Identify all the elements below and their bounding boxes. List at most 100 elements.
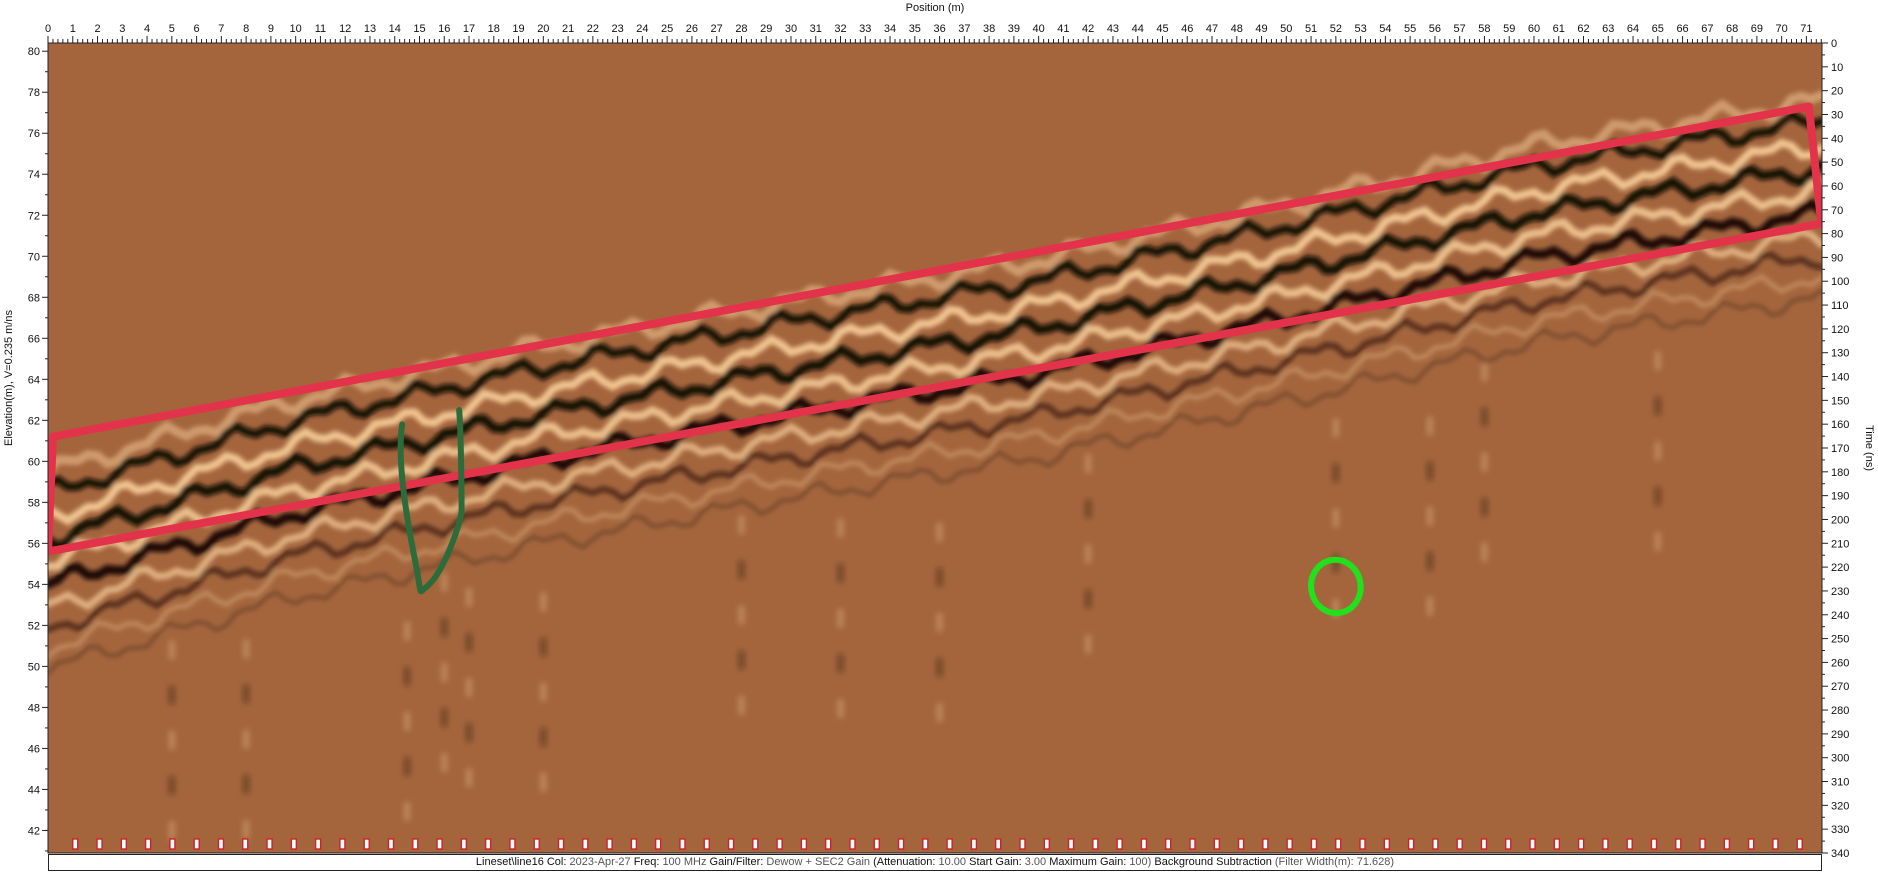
top-axis-tick-label: 50 [1280,23,1292,35]
trace-marker [630,838,638,850]
top-axis-tick-label: 1 [70,23,76,35]
trace-marker [1650,838,1658,850]
trace-marker [1140,838,1148,850]
left-axis-tick-label: 74 [28,169,40,181]
right-axis-tick-label: 30 [1831,109,1843,121]
info-label: Background Subtraction [1151,856,1272,868]
x-axis-title: Position (m) [906,2,965,14]
top-axis-tick-label: 24 [636,23,648,35]
reflection-band [48,160,1822,552]
right-axis-tick-label: 130 [1831,348,1849,360]
top-axis-tick-label: 45 [1156,23,1168,35]
trace-marker [1262,838,1269,850]
top-axis-tick-label: 12 [339,23,351,35]
trace-marker [1456,838,1463,850]
left-axis-tick-label: 70 [28,251,40,263]
trace-marker [1019,838,1026,850]
trace-marker [412,838,419,850]
top-axis-tick-label: 11 [315,23,326,35]
right-axis-tick-label: 230 [1831,586,1849,598]
trace-marker [1237,838,1245,850]
left-axis-tick-label: 76 [28,128,40,140]
top-axis-tick-label: 7 [218,23,224,35]
top-axis-tick-label: 16 [438,23,450,35]
right-axis-tick-label: 0 [1831,38,1837,50]
right-axis-tick-label: 50 [1831,157,1843,169]
left-axis-tick-label: 52 [28,620,40,632]
right-axis-tick-label: 70 [1831,205,1843,217]
top-axis-tick-label: 55 [1404,23,1416,35]
trace-marker [1529,838,1536,850]
top-axis-tick-label: 44 [1132,23,1144,35]
info-value: 100 MHz [662,856,707,868]
right-axis-tick-label: 280 [1831,705,1849,717]
top-axis-tick-label: 54 [1379,23,1391,35]
right-axis-tick-label: 140 [1831,372,1849,384]
trace-marker [1213,838,1220,850]
right-axis-tick-label: 200 [1831,514,1849,526]
top-axis-tick-label: 52 [1330,23,1342,35]
info-label: Start Gain: [966,856,1025,868]
top-axis-tick-label: 65 [1652,23,1664,35]
right-axis-tick-label: 60 [1831,181,1843,193]
deep-noise-texture [168,351,1661,840]
info-value: 3.00 [1024,856,1047,868]
right-axis-tick-label: 10 [1831,62,1843,74]
left-axis-tick-label: 64 [28,374,40,386]
top-axis-tick-label: 32 [834,23,846,35]
top-axis-tick-label: 59 [1503,23,1515,35]
trace-marker [946,838,953,850]
top-axis-tick-label: 17 [463,23,475,35]
top-axis-tick-label: 58 [1478,23,1490,35]
top-axis-tick-label: 37 [958,23,970,35]
right-axis-tick-label: 300 [1831,753,1849,765]
left-axis-tick-label: 60 [28,456,40,468]
right-axis-tick-label: 260 [1831,657,1849,669]
trace-marker [970,838,978,850]
trace-marker [1165,838,1172,850]
trace-marker [1383,838,1391,850]
trace-marker [873,838,880,850]
trace-marker [679,838,686,850]
top-axis-tick-label: 38 [983,23,995,35]
trace-marker [120,838,128,850]
trace-marker [776,838,783,850]
info-label: Maximum Gain: [1046,856,1130,868]
trace-marker [144,838,152,850]
left-axis-tick-label: 78 [28,87,40,99]
top-axis-tick-label: 13 [364,23,376,35]
top-axis-tick-label: 47 [1206,23,1218,35]
right-axis-tick-label: 270 [1831,681,1849,693]
top-axis-tick-label: 14 [389,23,401,35]
trace-marker [1772,838,1779,850]
left-axis-tick-label: 44 [28,784,40,796]
trace-marker [436,838,443,850]
top-axis-tick-label: 2 [94,23,100,35]
trace-marker [752,838,759,850]
right-axis-tick-label: 310 [1831,777,1849,789]
top-axis-tick-label: 30 [785,23,797,35]
top-axis-tick-label: 61 [1553,23,1565,35]
left-axis-tick-label: 72 [28,210,40,222]
left-axis-tick-label: 62 [28,415,40,427]
trace-marker [703,838,710,850]
top-axis-tick-label: 35 [909,23,921,35]
trace-marker [72,838,79,850]
left-axis-tick-label: 66 [28,333,40,345]
trace-marker [1602,838,1609,850]
trace-marker [1723,838,1731,850]
right-axis-tick-label: 80 [1831,229,1843,241]
trace-marker [922,838,929,850]
top-axis-tick-label: 66 [1676,23,1688,35]
top-axis-tick-label: 4 [144,23,150,35]
left-axis-tick-label: 50 [28,661,40,673]
top-axis-tick-label: 48 [1231,23,1243,35]
trace-marker [994,838,1002,850]
top-axis-tick-label: 19 [512,23,524,35]
trace-marker [96,838,103,850]
top-axis-tick-label: 20 [537,23,549,35]
top-axis-tick-label: 15 [413,23,425,35]
top-axis-tick-label: 49 [1255,23,1267,35]
top-axis-tick-label: 71 [1800,23,1812,35]
